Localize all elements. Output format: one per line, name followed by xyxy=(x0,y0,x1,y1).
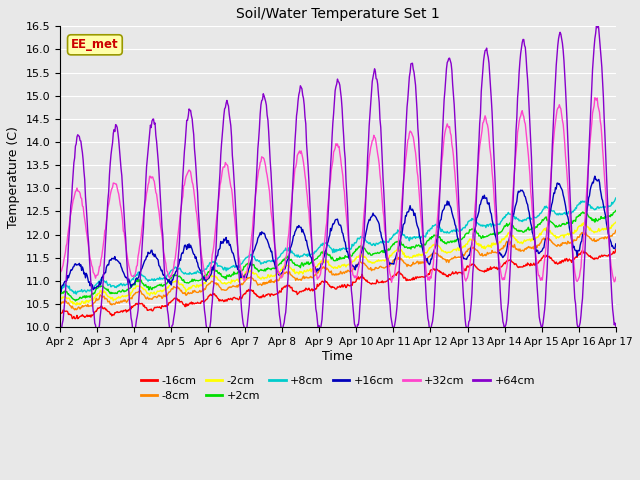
+32cm xyxy=(406,128,414,134)
+16cm xyxy=(56,282,64,288)
-2cm xyxy=(422,250,430,256)
+32cm xyxy=(209,249,217,254)
+2cm xyxy=(210,267,218,273)
-8cm xyxy=(210,280,218,286)
Line: +32cm: +32cm xyxy=(60,98,616,282)
+8cm xyxy=(406,234,414,240)
-8cm xyxy=(71,307,79,313)
+64cm xyxy=(612,324,620,329)
+2cm xyxy=(124,287,132,293)
X-axis label: Time: Time xyxy=(323,349,353,362)
+32cm xyxy=(591,95,598,101)
-2cm xyxy=(56,297,64,302)
-8cm xyxy=(422,259,430,265)
-8cm xyxy=(180,291,188,297)
+2cm xyxy=(56,292,64,298)
-16cm xyxy=(422,273,430,279)
-2cm xyxy=(72,302,80,308)
+32cm xyxy=(422,270,430,276)
+32cm xyxy=(612,275,620,280)
+64cm xyxy=(406,74,413,80)
+2cm xyxy=(422,240,430,245)
-2cm xyxy=(406,254,414,260)
+64cm xyxy=(66,218,74,224)
+32cm xyxy=(180,183,188,189)
+2cm xyxy=(66,293,74,299)
+64cm xyxy=(422,282,429,288)
+2cm xyxy=(612,208,620,214)
+2cm xyxy=(72,298,79,304)
+64cm xyxy=(180,160,188,166)
Title: Soil/Water Temperature Set 1: Soil/Water Temperature Set 1 xyxy=(236,7,440,21)
-16cm xyxy=(72,316,79,322)
+64cm xyxy=(209,288,217,293)
Line: -8cm: -8cm xyxy=(60,230,616,310)
+8cm xyxy=(72,291,80,297)
-8cm xyxy=(66,303,74,309)
-8cm xyxy=(56,302,64,308)
-8cm xyxy=(612,228,620,233)
+8cm xyxy=(66,287,74,293)
-2cm xyxy=(66,297,74,303)
+16cm xyxy=(57,289,65,295)
Line: +16cm: +16cm xyxy=(60,176,616,292)
+64cm xyxy=(594,20,602,25)
+8cm xyxy=(124,280,132,286)
+8cm xyxy=(210,259,218,265)
Text: EE_met: EE_met xyxy=(71,38,118,51)
Line: -16cm: -16cm xyxy=(60,250,616,319)
+32cm xyxy=(124,252,131,258)
-16cm xyxy=(180,302,188,308)
+8cm xyxy=(612,195,620,201)
+16cm xyxy=(406,203,414,208)
-16cm xyxy=(612,247,620,252)
-16cm xyxy=(66,312,74,318)
+16cm xyxy=(591,173,598,179)
-2cm xyxy=(210,273,218,279)
+8cm xyxy=(56,288,64,294)
+16cm xyxy=(612,241,620,247)
-2cm xyxy=(124,292,132,298)
+8cm xyxy=(422,230,430,236)
+16cm xyxy=(210,263,218,268)
+16cm xyxy=(124,279,132,285)
Line: +8cm: +8cm xyxy=(60,198,616,294)
Legend: -16cm, -8cm, -2cm, +2cm, +8cm, +16cm, +32cm, +64cm: -16cm, -8cm, -2cm, +2cm, +8cm, +16cm, +3… xyxy=(136,372,540,406)
+2cm xyxy=(406,244,414,250)
+8cm xyxy=(180,271,188,277)
+2cm xyxy=(180,279,188,285)
-16cm xyxy=(56,312,64,317)
+32cm xyxy=(66,215,74,220)
-2cm xyxy=(612,219,620,225)
-16cm xyxy=(124,308,132,314)
+64cm xyxy=(124,265,131,271)
Line: -2cm: -2cm xyxy=(60,222,616,305)
-16cm xyxy=(210,291,218,297)
-8cm xyxy=(124,297,132,303)
Line: +2cm: +2cm xyxy=(60,211,616,301)
+16cm xyxy=(422,258,430,264)
-2cm xyxy=(180,285,188,290)
+16cm xyxy=(180,243,188,249)
-8cm xyxy=(406,263,414,269)
+64cm xyxy=(56,332,64,337)
+32cm xyxy=(56,271,64,276)
Y-axis label: Temperature (C): Temperature (C) xyxy=(7,126,20,228)
+32cm xyxy=(388,279,396,285)
+16cm xyxy=(67,267,75,273)
-16cm xyxy=(406,277,414,283)
Line: +64cm: +64cm xyxy=(60,23,616,335)
